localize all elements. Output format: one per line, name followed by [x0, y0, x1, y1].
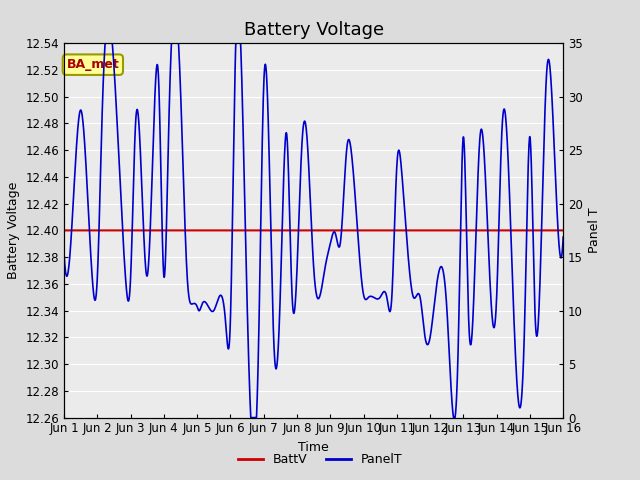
Y-axis label: Battery Voltage: Battery Voltage [7, 182, 20, 279]
X-axis label: Time: Time [298, 441, 329, 454]
Y-axis label: Panel T: Panel T [589, 207, 602, 253]
Legend: BattV, PanelT: BattV, PanelT [232, 448, 408, 471]
Title: Battery Voltage: Battery Voltage [244, 21, 383, 39]
Text: BA_met: BA_met [67, 58, 119, 71]
